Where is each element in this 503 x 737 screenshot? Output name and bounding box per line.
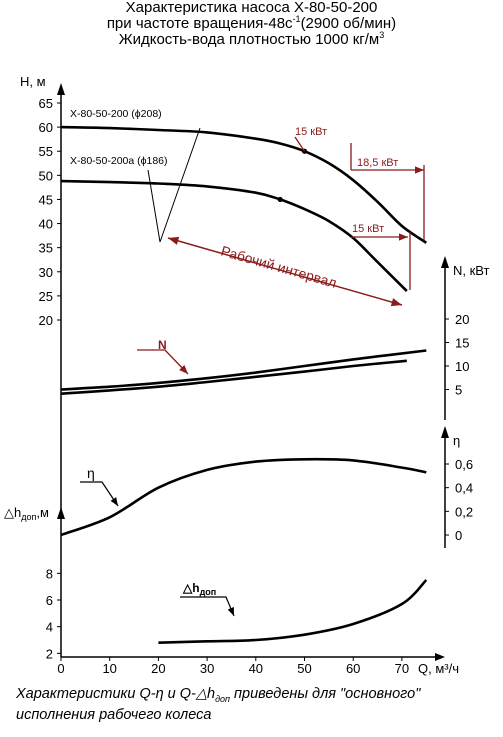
- power-callout: N: [158, 338, 167, 352]
- head-tick-label: 65: [39, 96, 53, 111]
- efficiency-tick-label: 0,4: [455, 481, 473, 496]
- x-tick-label: 20: [151, 661, 165, 676]
- curves-layer: [60, 125, 428, 644]
- chart-subtitle-fluid: Жидкость-вода плотностью 1000 кг/м3: [118, 30, 385, 48]
- x-axis-label: Q, м³/ч: [418, 661, 459, 676]
- left-axis-arrow: [57, 83, 65, 95]
- head-axis-label: H, м: [20, 74, 46, 89]
- working-range-arrow: [167, 236, 403, 307]
- chart-title: Характеристика насоса Х-80-50-200: [125, 0, 378, 16]
- head-tick-label: 50: [39, 168, 53, 183]
- x-tick-label: 60: [346, 661, 360, 676]
- footnote-line-1: Характеристики Q-η и Q-△hдоп приведены д…: [16, 686, 421, 704]
- head-tick-label: 55: [39, 144, 53, 159]
- x-tick-label: 0: [57, 661, 64, 676]
- head-tick-label: 40: [39, 217, 53, 232]
- power-tick-label: 20: [455, 312, 469, 327]
- axes-layer: 0 10 20 30 40 50 60 70 Q, м³/ч202530354045505560…: [4, 74, 490, 676]
- head-tick-label: 20: [39, 313, 53, 328]
- head-tick-label: 60: [39, 120, 53, 135]
- x-tick-label: 40: [249, 661, 263, 676]
- power15-upper-label: 15 кВт: [295, 126, 327, 138]
- efficiency-axis-arrow: [441, 426, 449, 438]
- npsh-axis-label: △hдоп,м: [4, 505, 49, 522]
- x-axis-arrow: [435, 653, 445, 661]
- head-series-1-label: Х-80-50-200а (ϕ186): [70, 155, 168, 167]
- power-callout-leader: [137, 349, 189, 375]
- npsh-axis-arrow: [57, 507, 65, 519]
- npsh-callout: △hдоп: [182, 581, 216, 597]
- x-tick-label: 50: [297, 661, 311, 676]
- power15-lower-label: 15 кВт: [352, 223, 384, 235]
- power-series-1-line: [60, 359, 407, 395]
- head-series-1-marker: [277, 196, 283, 203]
- annotations-layer: Х-80-50-200 (ϕ208) Х-80-50-200а (ϕ186) Раб…: [70, 108, 425, 617]
- head-series-0-line: [60, 125, 428, 244]
- power-axis-label: N, кВт: [453, 263, 490, 278]
- head-leader-line: [159, 127, 201, 243]
- head-tick-label: 45: [39, 192, 53, 207]
- power-tick-label: 5: [455, 383, 462, 398]
- head-tick-label: 30: [39, 265, 53, 280]
- head-series-0-label: Х-80-50-200 (ϕ208): [70, 108, 162, 120]
- npsh-tick-label: 8: [46, 566, 53, 581]
- efficiency-tick-label: 0,2: [455, 504, 473, 519]
- x-tick-label: 70: [395, 661, 409, 676]
- efficiency-callout-leader: [80, 481, 119, 507]
- power-series-0-line: [60, 349, 427, 391]
- npsh-tick-label: 4: [46, 620, 53, 635]
- footnote-line-2: исполнения рабочего колеса: [16, 707, 212, 723]
- npsh-tick-label: 6: [46, 593, 53, 608]
- npsh-series-0-line: [158, 579, 428, 644]
- x-tick-label: 10: [102, 661, 116, 676]
- efficiency-series-0-line: [60, 457, 427, 537]
- power185-label: 18,5 кВт: [357, 157, 398, 169]
- head-tick-label: 35: [39, 241, 53, 256]
- head-tick-label: 25: [39, 289, 53, 304]
- chart-header: Характеристика насоса Х-80-50-200 при ча…: [0, 0, 503, 48]
- efficiency-callout: η: [87, 465, 95, 481]
- npsh-callout-leader: [180, 596, 235, 617]
- head-leader-line-2: [147, 169, 161, 243]
- power-axis-arrow: [441, 256, 449, 268]
- chart-subtitle-speed: при частоте вращения-48с-1(2900 об/мин): [106, 14, 397, 32]
- head-series-1-line: [60, 179, 408, 293]
- footnote: Характеристики Q-η и Q-△hдоп приведены д…: [16, 684, 420, 726]
- working-range-label: Рабочий интервал: [219, 243, 338, 291]
- x-tick-label: 30: [200, 661, 214, 676]
- power-tick-label: 10: [455, 359, 469, 374]
- efficiency-tick-label: 0,6: [455, 457, 473, 472]
- efficiency-tick-label: 0: [455, 528, 462, 543]
- power15-upper-leader: [294, 136, 306, 152]
- power-tick-label: 15: [455, 336, 469, 351]
- npsh-tick-label: 2: [46, 646, 53, 661]
- efficiency-axis-label: η: [453, 433, 460, 448]
